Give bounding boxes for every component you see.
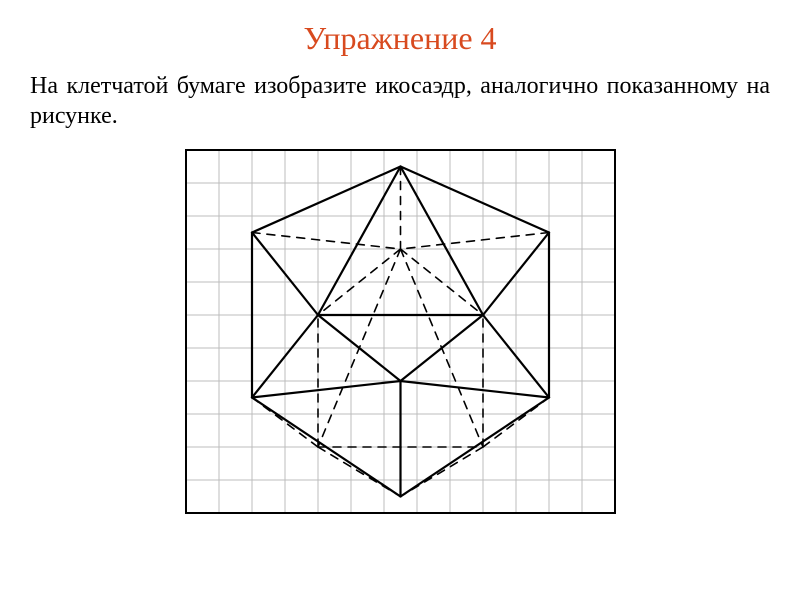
exercise-body: На клетчатой бумаге изобразите икосаэдр,… <box>30 71 770 131</box>
icosahedron-figure <box>185 149 616 514</box>
figure-container <box>30 149 770 514</box>
exercise-title: Упражнение 4 <box>30 20 770 57</box>
